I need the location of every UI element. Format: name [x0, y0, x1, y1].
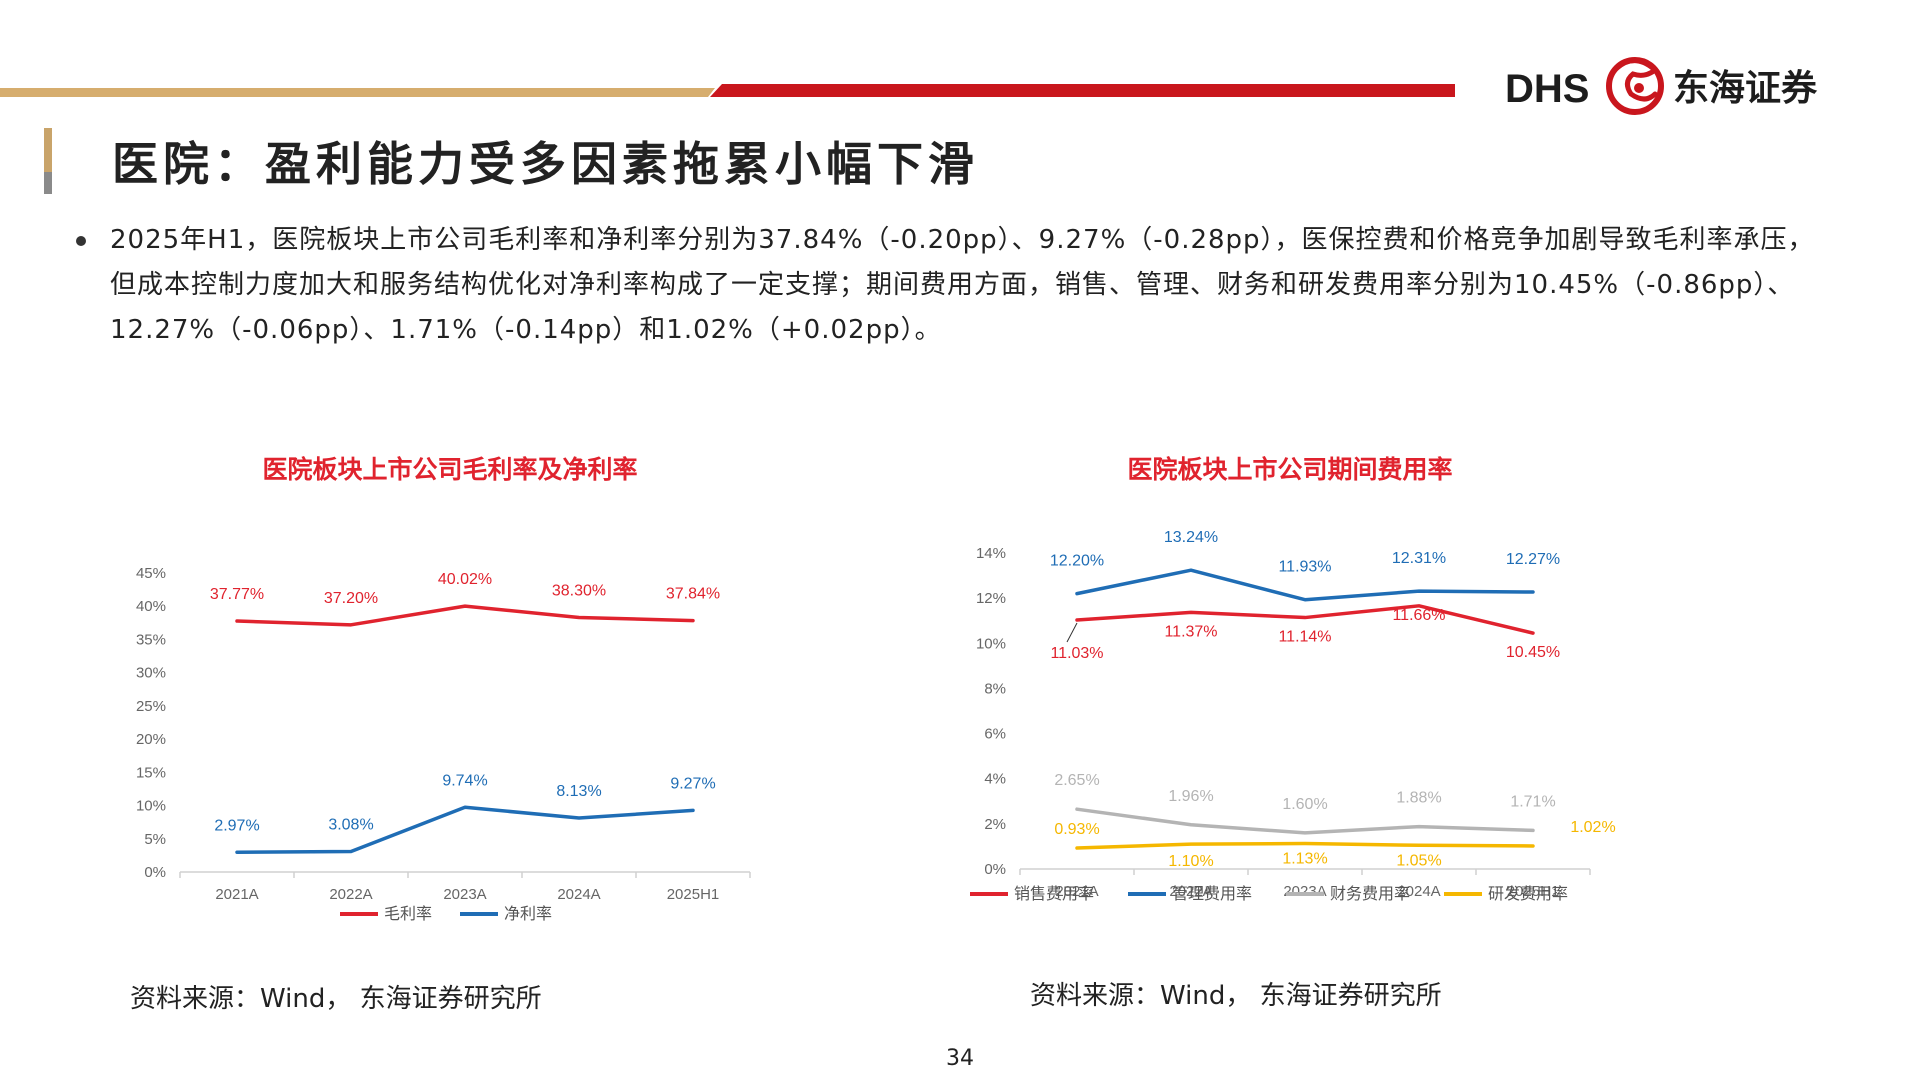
y-tick-label: 0%: [984, 861, 1006, 878]
data-label: 11.37%: [1164, 623, 1217, 640]
chart-margins: 医院板块上市公司毛利率及净利率 0% 5% 10% 15% 20% 25% 30% 35% 40…: [100, 440, 800, 940]
data-label: 1.60%: [1282, 796, 1327, 813]
y-tick-label: 12%: [976, 590, 1006, 607]
header-band-red: [710, 84, 1455, 97]
y-tick-label: 4%: [984, 771, 1006, 788]
data-label: 11.03%: [1050, 645, 1103, 662]
logo-company-name: 东海证券: [1673, 68, 1818, 109]
y-tick-label: 10%: [976, 635, 1006, 652]
chart-expense-ratios: 医院板块上市公司期间费用率 0% 2% 4% 6% 8% 10% 12% 14% 2021A 20…: [940, 440, 1640, 940]
data-label: 9.27%: [670, 775, 715, 792]
data-label: 1.88%: [1396, 790, 1441, 807]
data-label: 11.14%: [1278, 629, 1331, 646]
series-line-毛利率: [235, 604, 695, 627]
summary-bullet: 2025年H1，医院板块上市公司毛利率和净利率分别为37.84%（-0.20pp…: [110, 225, 1815, 345]
company-logo: DHS 东海证券: [1505, 57, 1818, 115]
y-tick-label: 40%: [136, 598, 166, 615]
data-label: 1.96%: [1168, 788, 1213, 805]
legend-label: 毛利率: [384, 904, 432, 923]
data-label: 11.66%: [1392, 607, 1445, 624]
series-line-净利率: [235, 805, 695, 855]
legend-label: 管理费用率: [1172, 884, 1252, 903]
x-tick-label: 2023A: [1283, 883, 1326, 900]
header-band: [0, 84, 1455, 97]
legend-label: 财务费用率: [1330, 884, 1410, 903]
y-tick-label: 45%: [136, 565, 166, 582]
data-label: 12.31%: [1392, 550, 1446, 567]
chart-title: 医院板块上市公司期间费用率: [1127, 455, 1453, 484]
chart-title: 医院板块上市公司毛利率及净利率: [262, 455, 638, 484]
data-label: 1.02%: [1570, 819, 1615, 836]
legend-label: 净利率: [504, 904, 552, 923]
y-tick-label: 10%: [136, 798, 166, 815]
data-label: 37.84%: [666, 586, 720, 603]
y-tick-label: 30%: [136, 665, 166, 682]
x-tick-label: 2024A: [557, 886, 600, 903]
y-tick-label: 14%: [976, 545, 1006, 562]
y-tick-label: 15%: [136, 764, 166, 781]
data-label-leader: [1066, 622, 1078, 643]
data-label: 2.65%: [1054, 772, 1099, 789]
data-label: 12.27%: [1506, 551, 1560, 568]
data-label: 2.97%: [214, 817, 259, 834]
y-tick-label: 25%: [136, 698, 166, 715]
data-label: 37.20%: [324, 590, 378, 607]
series-line-研发费用率: [1075, 841, 1535, 850]
x-tick-label: 2023A: [443, 886, 486, 903]
data-label: 9.74%: [442, 772, 487, 789]
data-label: 12.20%: [1050, 553, 1104, 570]
chart-margins-plot: 0% 5% 10% 15% 20% 25% 30% 35% 40% 45% 2021A 2022A 20…: [136, 565, 751, 923]
data-label: 37.77%: [210, 586, 264, 603]
data-label: 1.10%: [1168, 853, 1213, 870]
data-label: 13.24%: [1164, 529, 1218, 546]
data-label: 1.13%: [1282, 850, 1327, 867]
series-line-管理费用率: [1075, 568, 1535, 602]
legend-label: 研发费用率: [1488, 884, 1568, 903]
bullet-dot-icon: [76, 236, 86, 246]
data-label: 1.05%: [1396, 852, 1441, 869]
y-tick-label: 35%: [136, 631, 166, 648]
series-line-财务费用率: [1075, 807, 1535, 835]
y-tick-label: 6%: [984, 726, 1006, 743]
data-label: 11.93%: [1278, 559, 1331, 576]
x-tick-label: 2021A: [1055, 883, 1098, 900]
x-tick-label: 2021A: [215, 886, 258, 903]
title-accent-bar: [44, 128, 52, 192]
x-tick-label: 2025H1: [667, 886, 720, 903]
source-note-left: 资料来源：Wind， 东海证券研究所: [130, 984, 542, 1014]
legend-label: 销售费用率: [1014, 884, 1094, 903]
x-tick-label: 2025H1: [1507, 883, 1560, 900]
chart-expense-ratios-plot: 0% 2% 4% 6% 8% 10% 12% 14% 2021A 2022A 2023A 2024A 2…: [970, 529, 1616, 903]
data-label: 0.93%: [1054, 821, 1099, 838]
data-label: 3.08%: [328, 817, 373, 834]
data-label: 10.45%: [1506, 644, 1560, 661]
data-label: 38.30%: [552, 583, 606, 600]
y-tick-label: 5%: [144, 831, 166, 848]
header-band-gold: [0, 88, 715, 97]
y-tick-label: 8%: [984, 680, 1006, 697]
title-accent-bar-shadow: [44, 172, 52, 194]
data-label: 40.02%: [438, 571, 492, 588]
page-title: 医院：盈利能力受多因素拖累小幅下滑: [112, 137, 979, 191]
logo-letters: DHS: [1505, 67, 1589, 111]
page-number: 34: [946, 1046, 974, 1071]
series-line-销售费用率: [1075, 604, 1535, 635]
data-label: 1.71%: [1510, 793, 1555, 810]
dragon-emblem-icon: [1606, 57, 1664, 115]
source-note-right: 资料来源：Wind， 东海证券研究所: [1030, 981, 1442, 1011]
x-tick-label: 2024A: [1397, 883, 1440, 900]
y-tick-label: 20%: [136, 731, 166, 748]
data-label: 8.13%: [556, 783, 601, 800]
x-tick-label: 2022A: [1169, 883, 1212, 900]
y-tick-label: 0%: [144, 864, 166, 881]
y-tick-label: 2%: [984, 816, 1006, 833]
x-tick-label: 2022A: [329, 886, 372, 903]
